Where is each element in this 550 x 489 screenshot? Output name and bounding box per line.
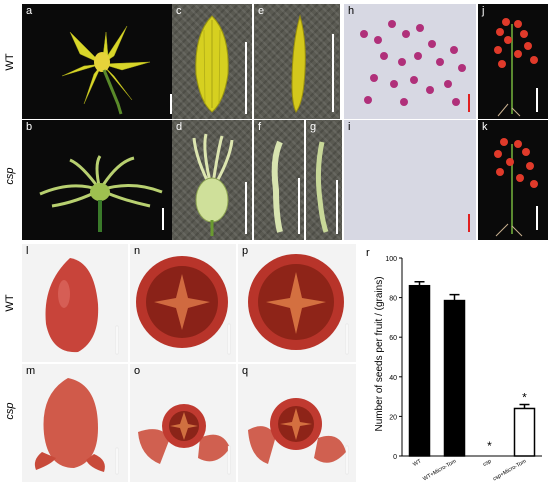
csp-stamen-image <box>271 140 300 234</box>
wt-fruit-cross-section-image <box>136 256 231 355</box>
panel-r-seed-count-chart: r Number of seeds per fruit / (grains) 0… <box>362 244 548 484</box>
panel-label-o: o <box>134 365 141 377</box>
panel-label-q: q <box>242 365 249 377</box>
csp-fruit-cross-section-2-image <box>248 398 349 475</box>
csp-flower-image <box>39 155 164 232</box>
row-label-wt-bottom: WT <box>4 294 16 312</box>
y-tick-label: 0 <box>393 454 397 461</box>
wt-flower-image <box>61 25 172 115</box>
panel-f-csp-stamen: f <box>254 120 304 240</box>
y-tick-label: 20 <box>389 414 397 421</box>
csp-stamen-detail-image <box>315 141 338 234</box>
panel-label-l: l <box>26 245 29 257</box>
csp-inflorescence-image <box>494 138 538 237</box>
wt-fruit-cross-section-2-image <box>248 254 349 355</box>
panel-g-csp-stamen-detail: g <box>306 120 342 240</box>
panel-label-c: c <box>176 5 182 17</box>
row-label-csp-bottom: csp <box>4 402 16 420</box>
row-label-csp-top: csp <box>4 167 16 185</box>
csp-anther-image <box>192 133 247 236</box>
csp-fruit-cross-section-image <box>138 404 231 475</box>
bar <box>443 299 466 457</box>
panel-label-n: n <box>134 245 141 257</box>
significance-marker: * <box>522 391 527 405</box>
x-tick-label: WT <box>412 458 423 468</box>
wt-inflorescence-image <box>494 18 538 117</box>
x-tick-label: WT+Micro-Tom <box>422 458 458 482</box>
y-tick-label: 40 <box>389 375 397 382</box>
panel-p-wt-fruit-cross-section-2: p <box>238 244 356 362</box>
panel-c-wt-anther-cone: c <box>172 4 252 119</box>
panel-b-csp-flower: b <box>22 120 182 240</box>
x-tick-label: csp+Micro-Tom <box>492 458 528 482</box>
panel-o-csp-fruit-cross-section: o <box>130 364 236 482</box>
seed-count-bar-chart: r Number of seeds per fruit / (grains) 0… <box>366 247 542 482</box>
wt-stamen-image <box>291 14 334 113</box>
csp-pollen-image <box>468 214 470 232</box>
panel-i-csp-pollen: i <box>344 120 476 240</box>
panel-label-i: i <box>348 121 351 133</box>
y-tick-label: 60 <box>389 335 397 342</box>
panel-h-wt-pollen: h <box>344 4 476 119</box>
panel-n-wt-fruit-cross-section: n <box>130 244 236 362</box>
y-axis-label: Number of seeds per fruit / (grains) <box>374 276 385 431</box>
y-tick-label: 100 <box>385 256 397 263</box>
panel-j-wt-inflorescence: j <box>478 4 548 119</box>
panel-label-b: b <box>26 121 33 133</box>
x-tick-label: csp <box>482 459 492 468</box>
panel-label-r: r <box>366 247 370 259</box>
panel-k-csp-inflorescence: k <box>478 120 548 240</box>
y-tick-label: 80 <box>389 296 397 303</box>
panel-l-wt-fruit: l <box>22 244 128 362</box>
panel-label-f: f <box>258 121 262 133</box>
panel-a-wt-flower: a <box>22 4 182 119</box>
wt-pollen-image <box>360 20 470 112</box>
panel-q-csp-fruit-cross-section-2: q <box>238 364 356 482</box>
panel-label-d: d <box>176 121 183 133</box>
csp-fruit-image <box>34 378 119 475</box>
row-label-wt-top: WT <box>4 53 16 71</box>
panel-m-csp-fruit: m <box>22 364 128 482</box>
panel-label-k: k <box>482 121 488 133</box>
bar <box>408 284 431 457</box>
bar <box>513 407 536 457</box>
panel-label-m: m <box>26 365 36 377</box>
wt-fruit-image <box>45 258 119 355</box>
panel-e-wt-stamen: e <box>254 4 340 119</box>
panel-label-j: j <box>482 5 485 17</box>
panel-label-h: h <box>348 5 355 17</box>
panel-label-e: e <box>258 5 265 17</box>
wt-anther-cone-image <box>195 15 247 114</box>
panel-label-a: a <box>26 5 33 17</box>
panel-label-g: g <box>310 121 317 133</box>
panel-d-csp-anther: d <box>172 120 252 240</box>
significance-marker: * <box>487 439 492 453</box>
panel-label-p: p <box>242 245 249 257</box>
